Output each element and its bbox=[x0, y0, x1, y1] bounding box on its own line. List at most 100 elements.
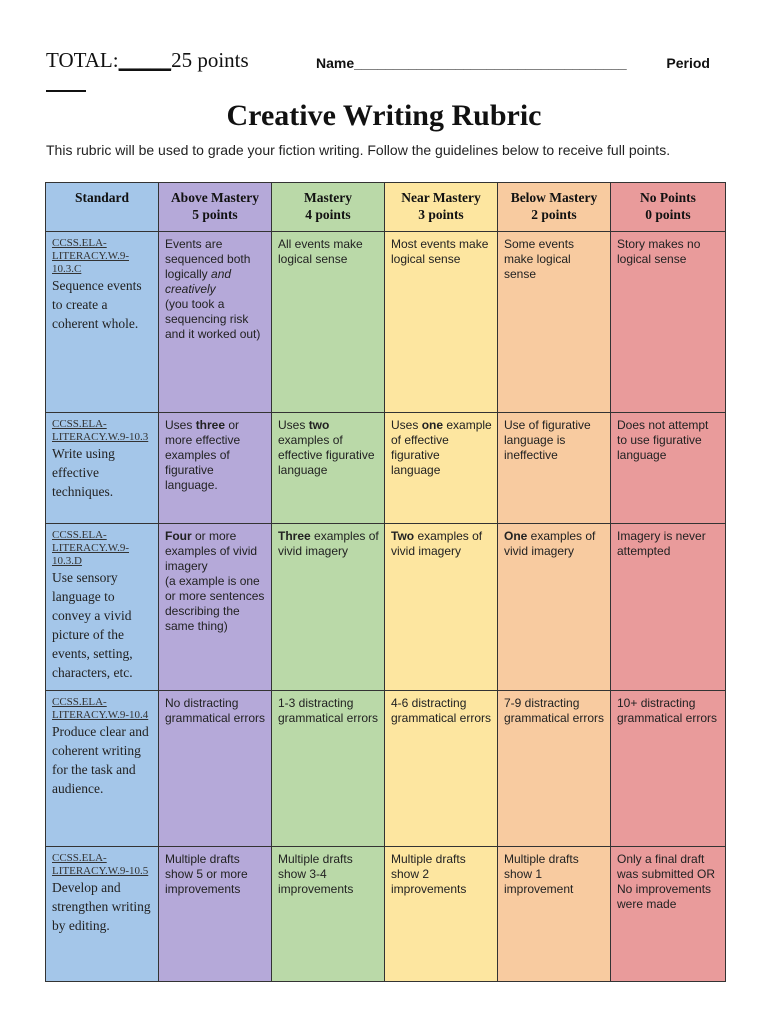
column-points: 4 points bbox=[305, 207, 351, 222]
standard-description: Produce clear and coherent writing for t… bbox=[52, 724, 149, 796]
cell-text: 4-6 distracting grammatical errors bbox=[391, 696, 492, 725]
near-mastery-cell: Most events make logical sense bbox=[384, 231, 498, 413]
above-mastery-cell: Multiple drafts show 5 or more improveme… bbox=[158, 846, 272, 982]
cell-bold: two bbox=[308, 418, 330, 432]
column-points: 2 points bbox=[531, 207, 577, 222]
table-row: CCSS.ELA-LITERACY.W.9-10.5 Develop and s… bbox=[45, 846, 726, 982]
cell-text: Multiple drafts show 5 or more improveme… bbox=[165, 852, 248, 896]
cell-bold: Four bbox=[165, 529, 192, 543]
cell-text: examples of vivid imagery bbox=[278, 529, 379, 558]
column-points: 3 points bbox=[418, 207, 464, 222]
table-row: CCSS.ELA-LITERACY.W.9-10.3 Write using e… bbox=[45, 412, 726, 524]
standard-cell: CCSS.ELA-LITERACY.W.9-10.3.D Use sensory… bbox=[45, 523, 159, 691]
standard-code-link[interactable]: CCSS.ELA-LITERACY.W.9-10.4 bbox=[52, 696, 149, 721]
rubric-table: Standard Above Mastery 5 points Mastery … bbox=[45, 182, 726, 982]
total-score: TOTAL:_____25 points bbox=[46, 48, 249, 73]
below-mastery-cell: 7-9 distracting grammatical errors bbox=[497, 690, 611, 847]
standard-description: Use sensory language to convey a vivid p… bbox=[52, 570, 133, 680]
near-mastery-cell: Multiple drafts show 2 improvements bbox=[384, 846, 498, 982]
cell-text: Uses bbox=[278, 418, 309, 432]
page-title: Creative Writing Rubric bbox=[226, 99, 542, 132]
cell-bold: three bbox=[195, 418, 226, 432]
header: TOTAL:_____25 points Name_______________… bbox=[46, 48, 726, 78]
near-mastery-cell: Two examples of vivid imagery bbox=[384, 523, 498, 691]
cell-text: example of effective figurative language bbox=[391, 418, 492, 477]
cell-text: Some events make logical sense bbox=[504, 237, 575, 281]
header-row: Standard Above Mastery 5 points Mastery … bbox=[45, 182, 726, 232]
cell-bold: one bbox=[421, 418, 444, 432]
column-header-no-points: No Points 0 points bbox=[610, 182, 726, 232]
cell-text: or more examples of vivid imagery bbox=[165, 529, 258, 573]
column-points: 0 points bbox=[645, 207, 691, 222]
standard-code-link[interactable]: CCSS.ELA-LITERACY.W.9-10.3.D bbox=[52, 529, 129, 567]
cell-text: Uses bbox=[165, 418, 196, 432]
no-points-cell: Only a final draft was submitted OR No i… bbox=[610, 846, 726, 982]
near-mastery-cell: Uses one example of effective figurative… bbox=[384, 412, 498, 524]
standard-code-link[interactable]: CCSS.ELA-LITERACY.W.9-10.5 bbox=[52, 852, 149, 877]
cell-text: examples of effective figurative languag… bbox=[278, 433, 375, 477]
cell-text: Multiple drafts show 3-4 improvements bbox=[278, 852, 354, 896]
standard-cell: CCSS.ELA-LITERACY.W.9-10.3.C Sequence ev… bbox=[45, 231, 159, 413]
above-mastery-cell: No distracting grammatical errors bbox=[158, 690, 272, 847]
cell-italic: and creatively bbox=[165, 267, 232, 296]
cell-text: 7-9 distracting grammatical errors bbox=[504, 696, 605, 725]
cell-text: Uses bbox=[391, 418, 422, 432]
cell-text: Most events make logical sense bbox=[391, 237, 489, 266]
total-label: TOTAL: bbox=[46, 48, 119, 72]
mastery-cell: All events make logical sense bbox=[271, 231, 385, 413]
standard-code-link[interactable]: CCSS.ELA-LITERACY.W.9-10.3.C bbox=[52, 237, 129, 275]
cell-text: 1-3 distracting grammatical errors bbox=[278, 696, 379, 725]
above-mastery-cell: Events are sequenced both logically and … bbox=[158, 231, 272, 413]
name-field: Name___________________________________ bbox=[316, 55, 627, 71]
table-row: CCSS.ELA-LITERACY.W.9-10.3.D Use sensory… bbox=[45, 523, 726, 691]
mastery-cell: Multiple drafts show 3-4 improvements bbox=[271, 846, 385, 982]
standard-cell: CCSS.ELA-LITERACY.W.9-10.3 Write using e… bbox=[45, 412, 159, 524]
standard-cell: CCSS.ELA-LITERACY.W.9-10.5 Develop and s… bbox=[45, 846, 159, 982]
total-blank: _____ bbox=[118, 48, 172, 72]
cell-text: Use of figurative language is ineffectiv… bbox=[504, 418, 591, 462]
no-points-cell: Does not attempt to use figurative langu… bbox=[610, 412, 726, 524]
total-points: 25 points bbox=[171, 48, 249, 72]
mastery-cell: Three examples of vivid imagery bbox=[271, 523, 385, 691]
above-mastery-cell: Uses three or more effective examples of… bbox=[158, 412, 272, 524]
below-mastery-cell: Use of figurative language is ineffectiv… bbox=[497, 412, 611, 524]
above-mastery-cell: Four or more examples of vivid imagery (a… bbox=[158, 523, 272, 691]
column-header-mastery: Mastery 4 points bbox=[271, 182, 385, 232]
standard-description: Write using effective techniques. bbox=[52, 446, 115, 499]
mastery-cell: Uses two examples of effective figurativ… bbox=[271, 412, 385, 524]
cell-note: (a example is one or more sentences desc… bbox=[165, 574, 265, 633]
cell-bold: One bbox=[504, 529, 528, 543]
below-mastery-cell: Multiple drafts show 1 improvement bbox=[497, 846, 611, 982]
cell-text: examples of vivid imagery bbox=[504, 529, 596, 558]
standard-cell: CCSS.ELA-LITERACY.W.9-10.4 Produce clear… bbox=[45, 690, 159, 847]
cell-bold: Three bbox=[278, 529, 311, 543]
column-name: Below Mastery bbox=[510, 190, 598, 205]
table-row: CCSS.ELA-LITERACY.W.9-10.3.C Sequence ev… bbox=[45, 231, 726, 413]
below-mastery-cell: Some events make logical sense bbox=[497, 231, 611, 413]
column-header-above-mastery: Above Mastery 5 points bbox=[158, 182, 272, 232]
no-points-cell: Story makes no logical sense bbox=[610, 231, 726, 413]
cell-bold: Two bbox=[391, 529, 415, 543]
cell-text: Events are sequenced both logically bbox=[165, 237, 251, 281]
no-points-cell: Imagery is never attempted bbox=[610, 523, 726, 691]
column-header-near-mastery: Near Mastery 3 points bbox=[384, 182, 498, 232]
column-header-below-mastery: Below Mastery 2 points bbox=[497, 182, 611, 232]
cell-note: (you took a sequencing risk and it worke… bbox=[165, 297, 261, 341]
standard-description: Develop and strengthen writing by editin… bbox=[52, 880, 151, 933]
period-field: Period bbox=[666, 55, 710, 71]
column-name: Mastery bbox=[304, 190, 352, 205]
standard-code-link[interactable]: CCSS.ELA-LITERACY.W.9-10.3 bbox=[52, 418, 149, 443]
table-row: CCSS.ELA-LITERACY.W.9-10.4 Produce clear… bbox=[45, 690, 726, 847]
column-points: 5 points bbox=[192, 207, 238, 222]
column-name: Above Mastery bbox=[170, 190, 260, 205]
mastery-cell: 1-3 distracting grammatical errors bbox=[271, 690, 385, 847]
intro-text: This rubric will be used to grade your f… bbox=[46, 142, 671, 158]
standard-description: Sequence events to create a coherent who… bbox=[52, 278, 142, 331]
near-mastery-cell: 4-6 distracting grammatical errors bbox=[384, 690, 498, 847]
cell-text: or more effective examples of figurative… bbox=[165, 418, 241, 492]
no-points-cell: 10+ distracting grammatical errors bbox=[610, 690, 726, 847]
column-name: No Points bbox=[640, 190, 696, 205]
cell-text: No distracting grammatical errors bbox=[165, 696, 266, 725]
cell-text: Multiple drafts show 2 improvements bbox=[391, 852, 467, 896]
column-name: Near Mastery bbox=[401, 190, 481, 205]
